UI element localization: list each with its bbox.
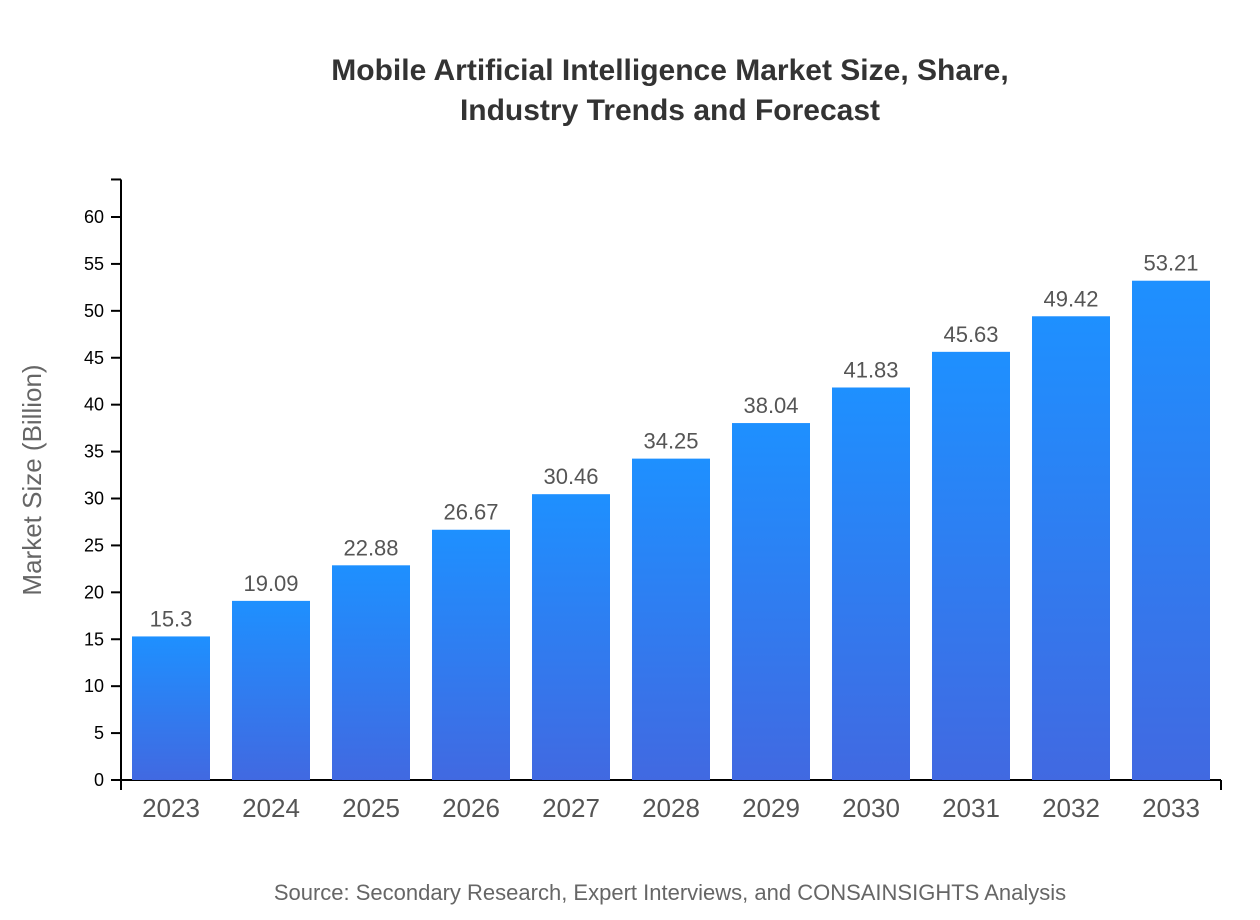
x-tick-label-2024: 2024 — [242, 793, 300, 823]
y-tick-label: 20 — [84, 582, 104, 602]
y-tick-label: 55 — [84, 254, 104, 274]
chart-title-line-2: Industry Trends and Forecast — [460, 94, 880, 127]
y-tick-label: 45 — [84, 348, 104, 368]
bar-2027 — [532, 494, 610, 780]
bar-2029 — [732, 423, 810, 780]
chart-title-line-1: Mobile Artificial Intelligence Market Si… — [331, 54, 1008, 87]
y-tick-label: 15 — [84, 629, 104, 649]
data-label-2026: 26.67 — [443, 500, 498, 525]
y-tick-label: 30 — [84, 489, 104, 509]
source-note: Source: Secondary Research, Expert Inter… — [274, 880, 1066, 905]
y-tick-label: 60 — [84, 207, 104, 227]
x-tick-label-2025: 2025 — [342, 793, 400, 823]
bar-2032 — [1032, 316, 1110, 780]
x-tick-label-2027: 2027 — [542, 793, 600, 823]
data-label-2028: 34.25 — [643, 429, 698, 454]
data-label-2031: 45.63 — [943, 322, 998, 347]
bar-2023 — [132, 636, 210, 780]
data-label-2030: 41.83 — [843, 357, 898, 382]
x-tick-label-2033: 2033 — [1142, 793, 1200, 823]
y-tick-label: 40 — [84, 395, 104, 415]
bar-2025 — [332, 565, 410, 780]
bar-2026 — [432, 529, 510, 780]
data-label-2032: 49.42 — [1043, 286, 1098, 311]
y-tick-label: 10 — [84, 676, 104, 696]
bar-2030 — [832, 387, 910, 780]
x-tick-label-2029: 2029 — [742, 793, 800, 823]
bar-2031 — [932, 351, 1010, 780]
data-label-2029: 38.04 — [743, 393, 798, 418]
x-tick-label-2023: 2023 — [142, 793, 200, 823]
y-axis-label: Market Size (Billion) — [17, 364, 47, 595]
y-tick-label: 5 — [94, 723, 104, 743]
y-tick-label: 50 — [84, 301, 104, 321]
x-tick-label-2031: 2031 — [942, 793, 1000, 823]
y-tick-label: 35 — [84, 442, 104, 462]
bar-2028 — [632, 458, 710, 780]
data-label-2024: 19.09 — [243, 571, 298, 596]
data-label-2023: 15.3 — [150, 606, 193, 631]
bar-2024 — [232, 600, 310, 780]
bar-2033 — [1132, 280, 1210, 780]
data-label-2033: 53.21 — [1143, 251, 1198, 276]
x-tick-label-2026: 2026 — [442, 793, 500, 823]
y-tick-label: 25 — [84, 535, 104, 555]
x-tick-label-2028: 2028 — [642, 793, 700, 823]
data-label-2025: 22.88 — [343, 535, 398, 560]
y-tick-label: 0 — [94, 770, 104, 790]
data-label-2027: 30.46 — [543, 464, 598, 489]
x-tick-label-2030: 2030 — [842, 793, 900, 823]
x-tick-label-2032: 2032 — [1042, 793, 1100, 823]
